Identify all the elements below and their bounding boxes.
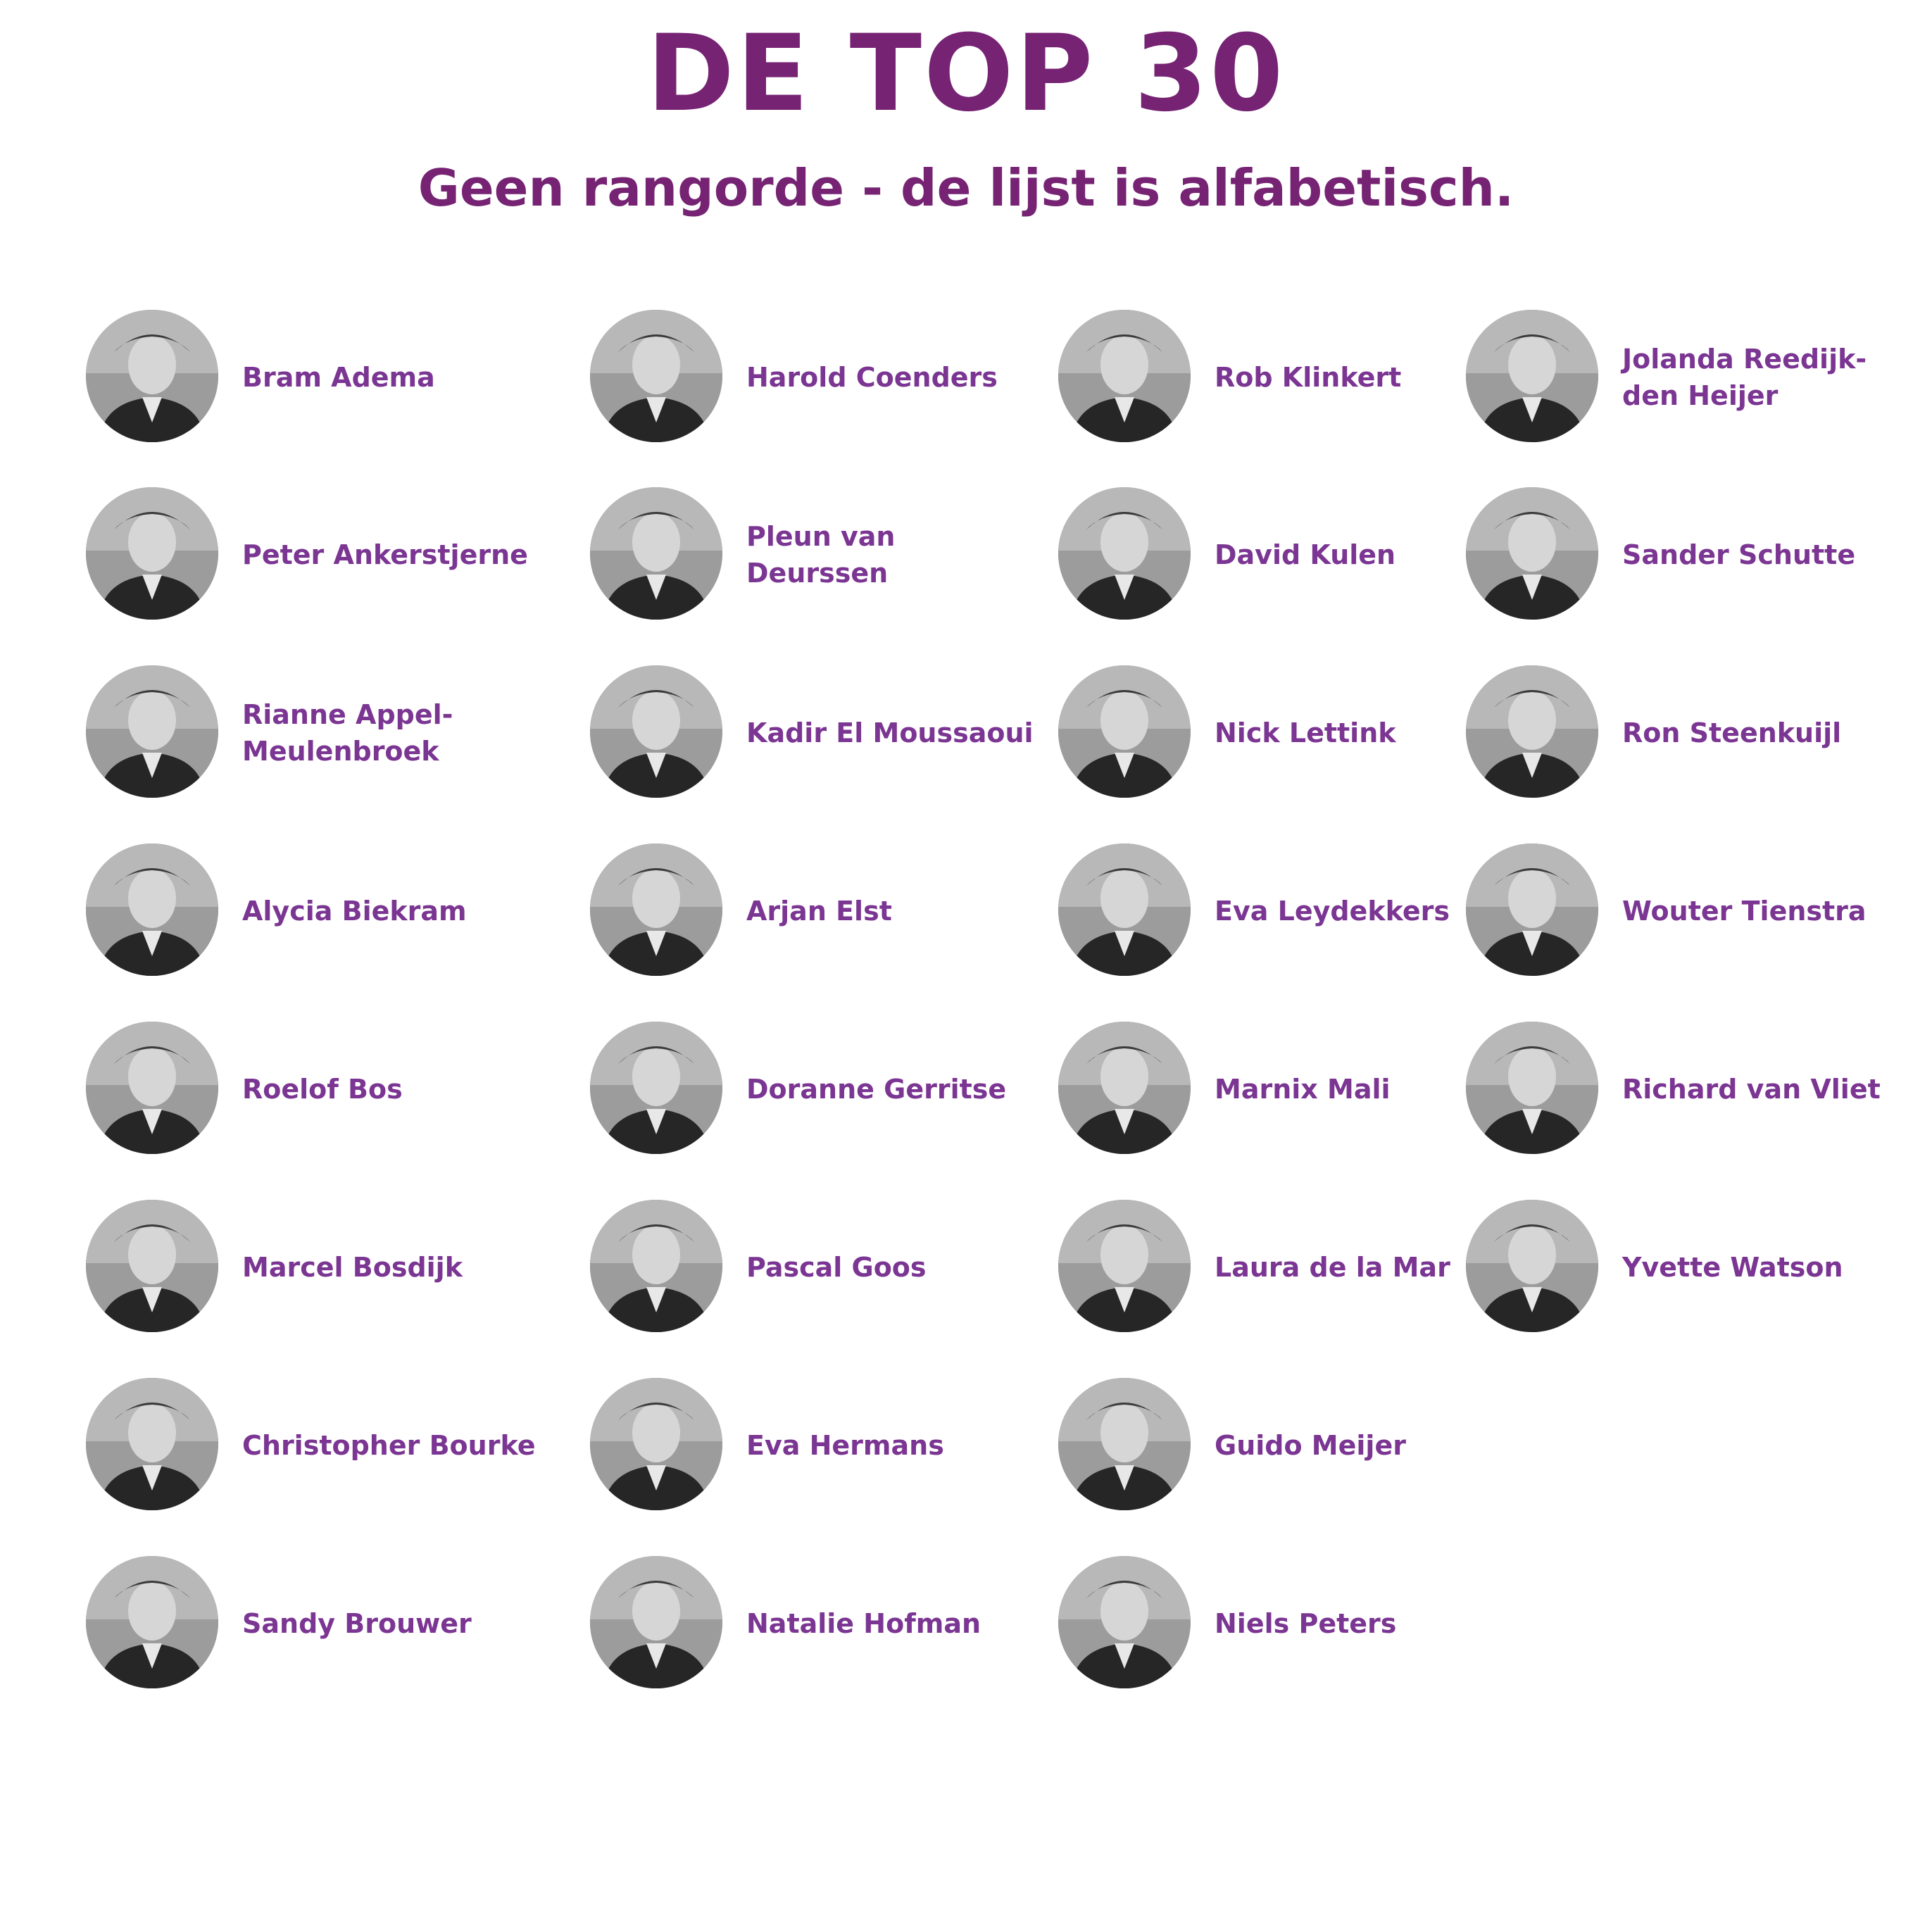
person-name: Rianne Appel- Meulenbroek [242, 699, 453, 767]
avatar [1058, 665, 1191, 798]
person-card: Kadir El Moussaoui [590, 665, 1041, 801]
person-card: Jolanda Reedijk- den Heijer [1466, 310, 1917, 445]
person-card: Ron Steenkuijl [1466, 665, 1917, 801]
person-name: Pleun van Deurssen [746, 521, 896, 589]
person-card: Rianne Appel- Meulenbroek [86, 665, 537, 801]
person-name: Yvette Watson [1622, 1252, 1843, 1283]
person-name: Natalie Hofman [746, 1608, 981, 1639]
person-name: Ron Steenkuijl [1622, 717, 1842, 748]
avatar [1058, 487, 1191, 620]
person-name: Nick Lettink [1215, 717, 1396, 748]
avatar [1058, 1022, 1191, 1154]
person-name: Jolanda Reedijk- den Heijer [1622, 344, 1867, 411]
person-name: Peter Ankerstjerne [242, 539, 528, 570]
person-card: Doranne Gerritse [590, 1022, 1041, 1157]
person-name: Sandy Brouwer [242, 1608, 472, 1639]
person-name: Wouter Tienstra [1622, 896, 1867, 927]
avatar [1466, 665, 1598, 798]
avatar [590, 665, 722, 798]
avatar [1058, 843, 1191, 976]
avatar [86, 1022, 218, 1154]
person-name: Kadir El Moussaoui [746, 717, 1034, 748]
avatar [86, 1200, 218, 1332]
person-card: Harold Coenders [590, 310, 1041, 445]
avatar [1058, 1556, 1191, 1688]
person-card: Niels Peters [1058, 1556, 1509, 1691]
avatar [1466, 1022, 1598, 1154]
person-card: Bram Adema [86, 310, 537, 445]
person-name: David Kulen [1215, 539, 1396, 570]
page-title: DE TOP 30 [646, 13, 1286, 135]
avatar [590, 1556, 722, 1688]
avatar [1466, 310, 1598, 442]
person-name: Eva Hermans [746, 1430, 944, 1461]
avatar [1058, 1378, 1191, 1510]
person-card: Sandy Brouwer [86, 1556, 537, 1691]
avatar [590, 1022, 722, 1154]
person-name: Harold Coenders [746, 362, 998, 393]
person-card: David Kulen [1058, 487, 1509, 622]
person-card: Guido Meijer [1058, 1378, 1509, 1513]
person-name: Roelof Bos [242, 1074, 403, 1105]
person-card: Eva Hermans [590, 1378, 1041, 1513]
avatar [1466, 487, 1598, 620]
person-card: Wouter Tienstra [1466, 843, 1917, 979]
person-card: Sander Schutte [1466, 487, 1917, 622]
person-card: Rob Klinkert [1058, 310, 1509, 445]
person-name: Richard van Vliet [1622, 1074, 1881, 1105]
page-subtitle: Geen rangorde - de lijst is alfabetisch. [418, 158, 1514, 218]
person-name: Marnix Mali [1215, 1074, 1391, 1105]
avatar [1466, 1200, 1598, 1332]
person-card: Christopher Bourke [86, 1378, 537, 1513]
avatar [86, 1556, 218, 1688]
person-name: Arjan Elst [746, 896, 892, 927]
avatar [590, 487, 722, 620]
person-name: Marcel Bosdijk [242, 1252, 463, 1283]
person-name: Pascal Goos [746, 1252, 927, 1283]
person-card: Laura de la Mar [1058, 1200, 1509, 1335]
person-name: Sander Schutte [1622, 539, 1856, 570]
avatar [1058, 310, 1191, 442]
person-card: Richard van Vliet [1466, 1022, 1917, 1157]
avatar [86, 487, 218, 620]
avatar [590, 310, 722, 442]
person-card: Alycia Biekram [86, 843, 537, 979]
person-card: Marnix Mali [1058, 1022, 1509, 1157]
person-card: Marcel Bosdijk [86, 1200, 537, 1335]
avatar [86, 843, 218, 976]
avatar [1466, 843, 1598, 976]
person-card: Eva Leydekkers [1058, 843, 1509, 979]
person-name: Niels Peters [1215, 1608, 1397, 1639]
avatar [86, 310, 218, 442]
person-card: Nick Lettink [1058, 665, 1509, 801]
avatar [1058, 1200, 1191, 1332]
person-name: Alycia Biekram [242, 896, 467, 927]
person-card: Roelof Bos [86, 1022, 537, 1157]
person-card: Arjan Elst [590, 843, 1041, 979]
person-name: Rob Klinkert [1215, 362, 1402, 393]
avatar [86, 1378, 218, 1510]
person-card: Pascal Goos [590, 1200, 1041, 1335]
person-name: Eva Leydekkers [1215, 896, 1450, 927]
person-card: Peter Ankerstjerne [86, 487, 537, 622]
avatar [590, 1200, 722, 1332]
person-name: Laura de la Mar [1215, 1252, 1450, 1283]
person-card: Yvette Watson [1466, 1200, 1917, 1335]
avatar [86, 665, 218, 798]
person-card: Pleun van Deurssen [590, 487, 1041, 622]
person-name: Bram Adema [242, 362, 435, 393]
person-name: Doranne Gerritse [746, 1074, 1007, 1105]
person-card: Natalie Hofman [590, 1556, 1041, 1691]
person-name: Christopher Bourke [242, 1430, 536, 1461]
avatar [590, 843, 722, 976]
avatar [590, 1378, 722, 1510]
person-name: Guido Meijer [1215, 1430, 1406, 1461]
